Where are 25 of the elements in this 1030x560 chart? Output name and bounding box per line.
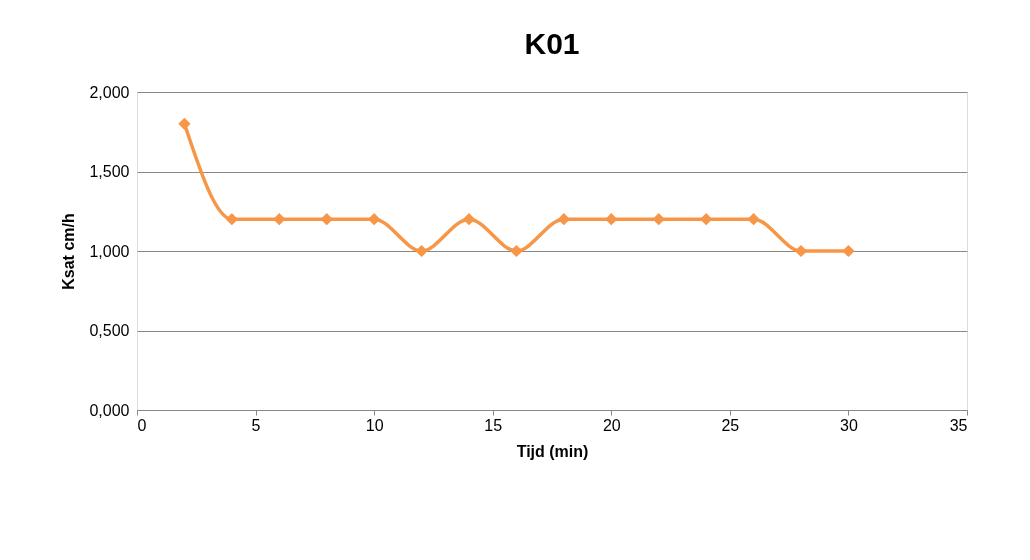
point (794, 244, 808, 258)
point (462, 213, 476, 226)
point (415, 244, 428, 258)
x-tick-label: 15 (484, 416, 503, 434)
point (510, 244, 523, 258)
point (557, 213, 570, 226)
x-tick-label: 35 (949, 416, 968, 434)
x-tick-label: 20 (602, 416, 621, 434)
x-tick-label: 30 (840, 416, 858, 434)
x-tick-label: 0 (137, 416, 147, 434)
point (368, 213, 381, 226)
chart-title: K01 (524, 27, 580, 60)
y-tick-label: 2,000 (89, 83, 130, 101)
x-axis-title: Tijd (min) (516, 442, 589, 460)
y-tick-label: 0,500 (89, 322, 130, 339)
y-tick-label: 1,500 (89, 163, 130, 180)
y-tick-label: 1,000 (89, 242, 130, 260)
point (178, 117, 191, 130)
point (842, 244, 855, 258)
x-tick-label: 10 (365, 416, 384, 434)
x-tick-label: 5 (251, 416, 261, 434)
y-tick-label: 0,000 (89, 401, 130, 419)
x-tick-label: 25 (721, 416, 740, 434)
y-axis-title: Ksat cm/h (60, 213, 78, 290)
point (225, 213, 238, 226)
